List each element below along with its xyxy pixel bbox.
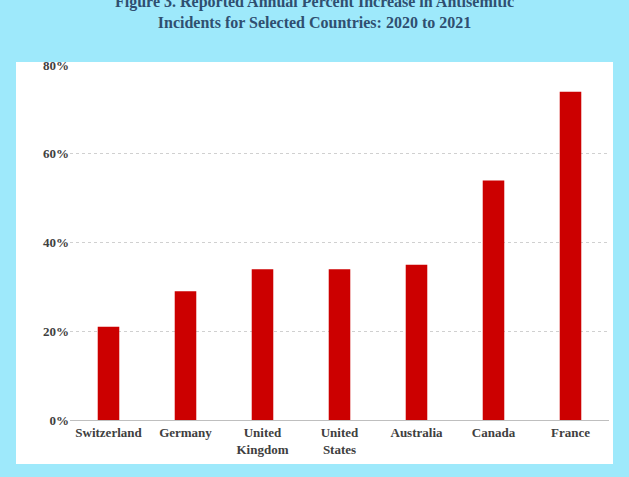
svg-text:40%: 40% [43, 235, 69, 250]
svg-text:France: France [551, 425, 590, 440]
svg-text:UnitedKingdom: UnitedKingdom [236, 425, 288, 457]
svg-text:60%: 60% [43, 146, 69, 161]
svg-text:Figure 3. Reported Annual Perc: Figure 3. Reported Annual Percent Increa… [115, 0, 514, 31]
svg-text:Germany: Germany [159, 425, 212, 440]
svg-text:20%: 20% [43, 324, 69, 339]
svg-text:80%: 80% [43, 58, 69, 73]
svg-text:0%: 0% [50, 413, 70, 428]
svg-text:Australia: Australia [391, 425, 444, 440]
svg-text:Switzerland: Switzerland [75, 425, 142, 440]
svg-text:Canada: Canada [472, 425, 516, 440]
svg-text:UnitedStates: UnitedStates [321, 425, 359, 457]
